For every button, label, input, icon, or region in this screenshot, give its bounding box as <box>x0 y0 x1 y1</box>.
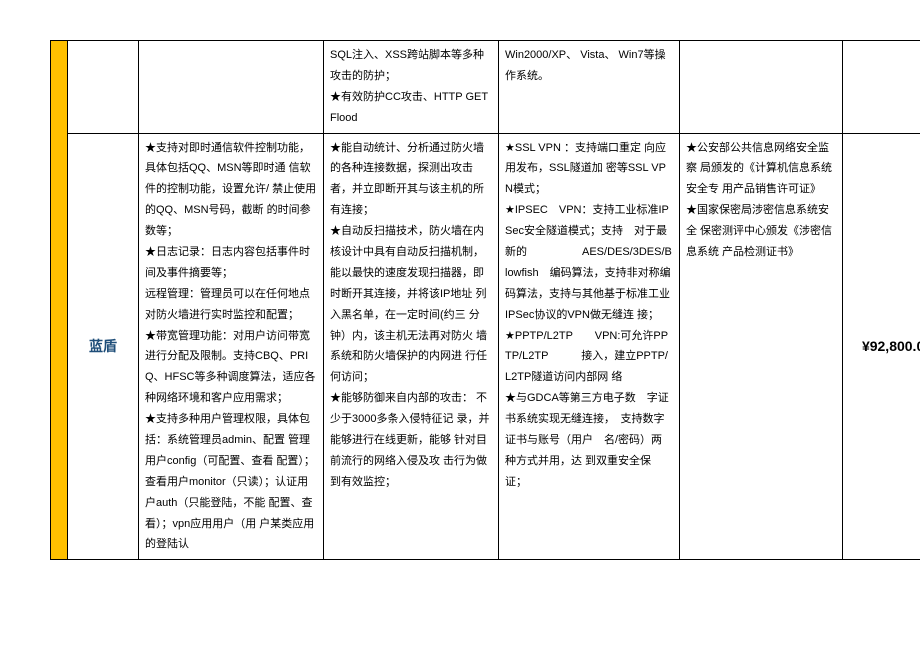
cell-r0-c3: SQL注入、XSS跨站脚本等多种 攻击的防护；★有效防护CC攻击、HTTP GE… <box>324 41 499 134</box>
product-cell-empty <box>68 41 139 134</box>
price-cell: ¥92,800.00 <box>843 133 920 560</box>
cell-r0-c2 <box>139 41 324 134</box>
table-row: 蓝盾 ★支持对即时通信软件控制功能，具体包括QQ、MSN等即时通 信软件的控制功… <box>51 133 920 560</box>
cell-r1-c3: ★能自动统计、分析通过防火墙的各种连接数据，探测出攻击者，并立即断开其与该主机的… <box>324 133 499 560</box>
cell-r0-c4: Win2000/XP、 Vista、 Win7等操作系统。 <box>499 41 680 134</box>
cell-r0-price <box>843 41 920 134</box>
table-row: SQL注入、XSS跨站脚本等多种 攻击的防护；★有效防护CC攻击、HTTP GE… <box>51 41 920 134</box>
product-name-cell: 蓝盾 <box>68 133 139 560</box>
cell-r0-c5 <box>680 41 843 134</box>
sidebar-cell <box>51 41 68 560</box>
document-page: SQL注入、XSS跨站脚本等多种 攻击的防护；★有效防护CC攻击、HTTP GE… <box>0 0 920 651</box>
cell-r1-c2: ★支持对即时通信软件控制功能，具体包括QQ、MSN等即时通 信软件的控制功能，设… <box>139 133 324 560</box>
cell-r1-c5: ★公安部公共信息网络安全监察 局颁发的《计算机信息系统安全专 用产品销售许可证》… <box>680 133 843 560</box>
main-table: SQL注入、XSS跨站脚本等多种 攻击的防护；★有效防护CC攻击、HTTP GE… <box>50 40 920 560</box>
cell-r1-c4: ★SSL VPN ：支持端口重定 向应用发布，SSL隧道加 密等SSL VPN模… <box>499 133 680 560</box>
